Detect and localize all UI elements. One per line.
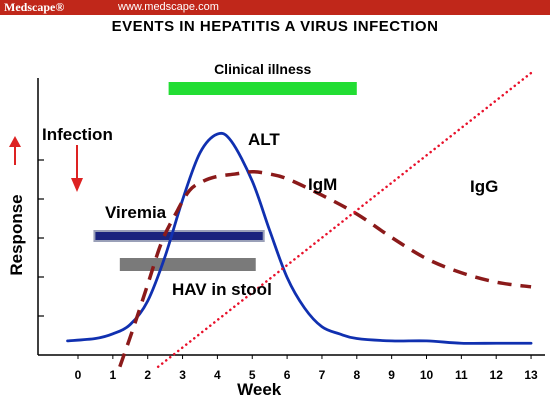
clinical-illness-label: Clinical illness (214, 61, 311, 77)
infection-label: Infection (42, 125, 113, 144)
site-url: www.medscape.com (118, 1, 219, 13)
x-tick-label-11: 11 (455, 368, 468, 382)
x-tick-label-10: 10 (420, 368, 434, 382)
x-axis-label: Week (237, 380, 282, 399)
series-igg (156, 71, 533, 368)
x-tick-label-5: 5 (249, 368, 256, 382)
hav-in-stool-label: HAV in stool (172, 280, 272, 299)
x-tick-label-1: 1 (110, 368, 117, 382)
hav-in-stool-bar (119, 258, 256, 271)
y-axis-label: Response (7, 194, 26, 275)
series-igm (118, 169, 532, 368)
clinical-illness-bar (168, 82, 357, 95)
x-tick-label-6: 6 (284, 368, 291, 382)
x-tick-label-7: 7 (319, 368, 326, 382)
igm-label: IgM (308, 175, 337, 194)
alt-label: ALT (248, 130, 280, 149)
x-tick-label-4: 4 (214, 368, 221, 382)
x-tick-label-2: 2 (144, 368, 151, 382)
x-tick-label-12: 12 (490, 368, 504, 382)
up-arrow-icon (9, 136, 21, 147)
header-banner: Medscape® www.medscape.com (0, 0, 550, 15)
x-tick-label-3: 3 (179, 368, 186, 382)
x-tick-label-8: 8 (353, 368, 360, 382)
viremia-label: Viremia (105, 203, 167, 222)
down-arrow-icon (71, 178, 83, 192)
viremia-bar (95, 232, 263, 240)
x-tick-label-0: 0 (75, 368, 82, 382)
igg-label: IgG (470, 177, 498, 196)
brand-logo: Medscape® (4, 0, 65, 14)
x-tick-label-9: 9 (388, 368, 395, 382)
x-tick-label-13: 13 (524, 368, 538, 382)
chart-title: EVENTS IN HEPATITIS A VIRUS INFECTION (111, 18, 439, 35)
